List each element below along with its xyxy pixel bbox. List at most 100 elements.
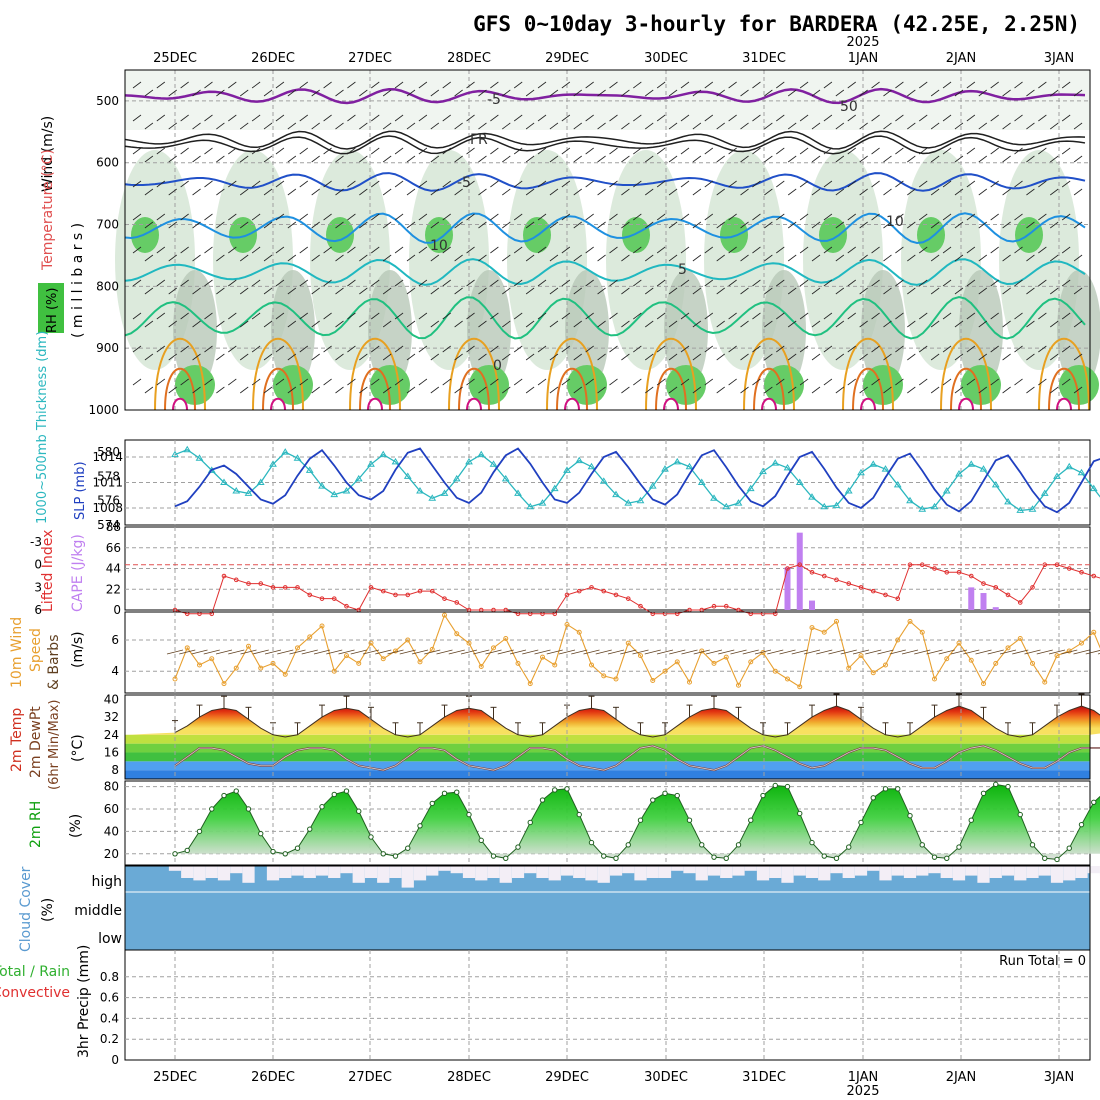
wind-speed-point xyxy=(246,643,251,649)
wind-barb xyxy=(1073,320,1083,328)
high-cloud-gap xyxy=(524,866,537,874)
wind-barb xyxy=(954,188,964,196)
rh-point xyxy=(613,855,619,861)
wind-speed-point xyxy=(895,637,901,643)
wind-speed-point xyxy=(968,657,974,663)
top-date-label: 2JAN xyxy=(946,51,977,66)
li-label: Lifted Index xyxy=(40,530,56,612)
high-cloud-gap xyxy=(511,866,525,878)
wind-barb xyxy=(430,89,440,97)
wind-barb xyxy=(406,254,416,262)
wind-barb xyxy=(901,649,919,655)
wind-barb xyxy=(399,649,416,655)
wind-barb xyxy=(585,81,594,89)
li-point xyxy=(981,581,986,586)
temp-band xyxy=(125,734,1090,744)
wind-speed-point xyxy=(1091,629,1097,635)
wind-barb xyxy=(823,312,833,320)
wind-barb xyxy=(168,89,177,97)
wind-barb xyxy=(621,188,630,196)
wind-barb xyxy=(633,378,642,386)
wind-barb xyxy=(406,188,416,196)
wind-barb xyxy=(883,353,892,361)
wind-barb xyxy=(752,312,761,320)
wind-barb xyxy=(323,345,332,353)
wind-speed-point xyxy=(380,656,386,662)
wind-barb xyxy=(692,221,702,229)
wind-barb xyxy=(918,180,928,188)
wind-barb xyxy=(621,287,630,295)
wind-barb xyxy=(918,147,928,155)
wind-barb xyxy=(978,320,988,328)
wind-barb xyxy=(466,180,475,188)
wind-barb xyxy=(704,246,714,254)
high-cloud-gap xyxy=(389,866,402,878)
wind-barb xyxy=(583,649,600,655)
wind-barb xyxy=(1050,221,1059,229)
rh-shade-dark xyxy=(664,270,708,390)
precip-tick: 0.6 xyxy=(100,991,119,1005)
rh-point xyxy=(307,826,313,832)
wind-speed-point xyxy=(834,618,839,624)
wind-barb xyxy=(1050,89,1059,97)
wind-barb xyxy=(942,147,952,155)
wind-speed-point xyxy=(295,645,300,651)
wind-barb xyxy=(918,378,928,386)
wind-barb xyxy=(251,378,261,386)
wind-barb xyxy=(561,279,571,287)
wind-barb xyxy=(537,147,547,155)
wind-barb xyxy=(930,89,940,97)
wind-barb xyxy=(263,122,273,130)
wind-barb xyxy=(847,345,856,353)
rh-point xyxy=(735,842,742,848)
thickness-point xyxy=(808,493,816,500)
wind-barb xyxy=(299,213,309,221)
wind-barb xyxy=(1073,254,1083,262)
wind-barb xyxy=(1038,378,1047,386)
contour-warm-outer xyxy=(1038,337,1090,411)
wind-barb xyxy=(692,386,702,394)
wind-barb xyxy=(644,188,654,196)
li-point xyxy=(270,585,276,590)
contour-label: 10 xyxy=(886,214,904,230)
wind-barb xyxy=(692,188,702,196)
high-cloud-gap xyxy=(609,866,623,876)
wind-barb xyxy=(999,649,1017,655)
wind-barb xyxy=(228,81,237,89)
wind-barb xyxy=(534,649,551,655)
wind-barb xyxy=(513,114,523,122)
high-cloud-gap xyxy=(205,866,218,878)
wind-barb xyxy=(549,287,559,295)
wind-barb xyxy=(871,378,880,386)
rh-point xyxy=(699,842,705,848)
wind-barb xyxy=(525,386,535,394)
wind-barb xyxy=(168,386,177,394)
thickness-point xyxy=(440,489,449,496)
temp-tick: 32 xyxy=(104,710,119,724)
li-tick: 0 xyxy=(34,558,42,572)
pressure-tick: 800 xyxy=(96,279,119,293)
wind-speed-point xyxy=(797,684,803,690)
wind-barb xyxy=(954,89,964,97)
wind-barb xyxy=(978,155,988,163)
contour-hot xyxy=(172,397,188,411)
wind-barb xyxy=(871,213,880,221)
wind-barb xyxy=(144,122,154,130)
wind-barb xyxy=(287,155,297,163)
wind-speed-point xyxy=(258,665,264,671)
rh-point xyxy=(233,788,239,794)
rh-point xyxy=(686,817,693,823)
wind-barb xyxy=(239,254,249,262)
wind-barb xyxy=(359,155,368,163)
wind-barb xyxy=(942,312,952,320)
wind-barb xyxy=(895,81,904,89)
wind-barb xyxy=(895,279,904,287)
wind-barb xyxy=(239,221,249,229)
wind-barb xyxy=(216,353,225,361)
li-point xyxy=(638,603,643,609)
wind-barb xyxy=(275,279,285,287)
wind-barb xyxy=(478,221,487,229)
temp-band xyxy=(125,752,1090,762)
wind-speed-point xyxy=(576,629,582,635)
rh-point xyxy=(503,855,509,861)
